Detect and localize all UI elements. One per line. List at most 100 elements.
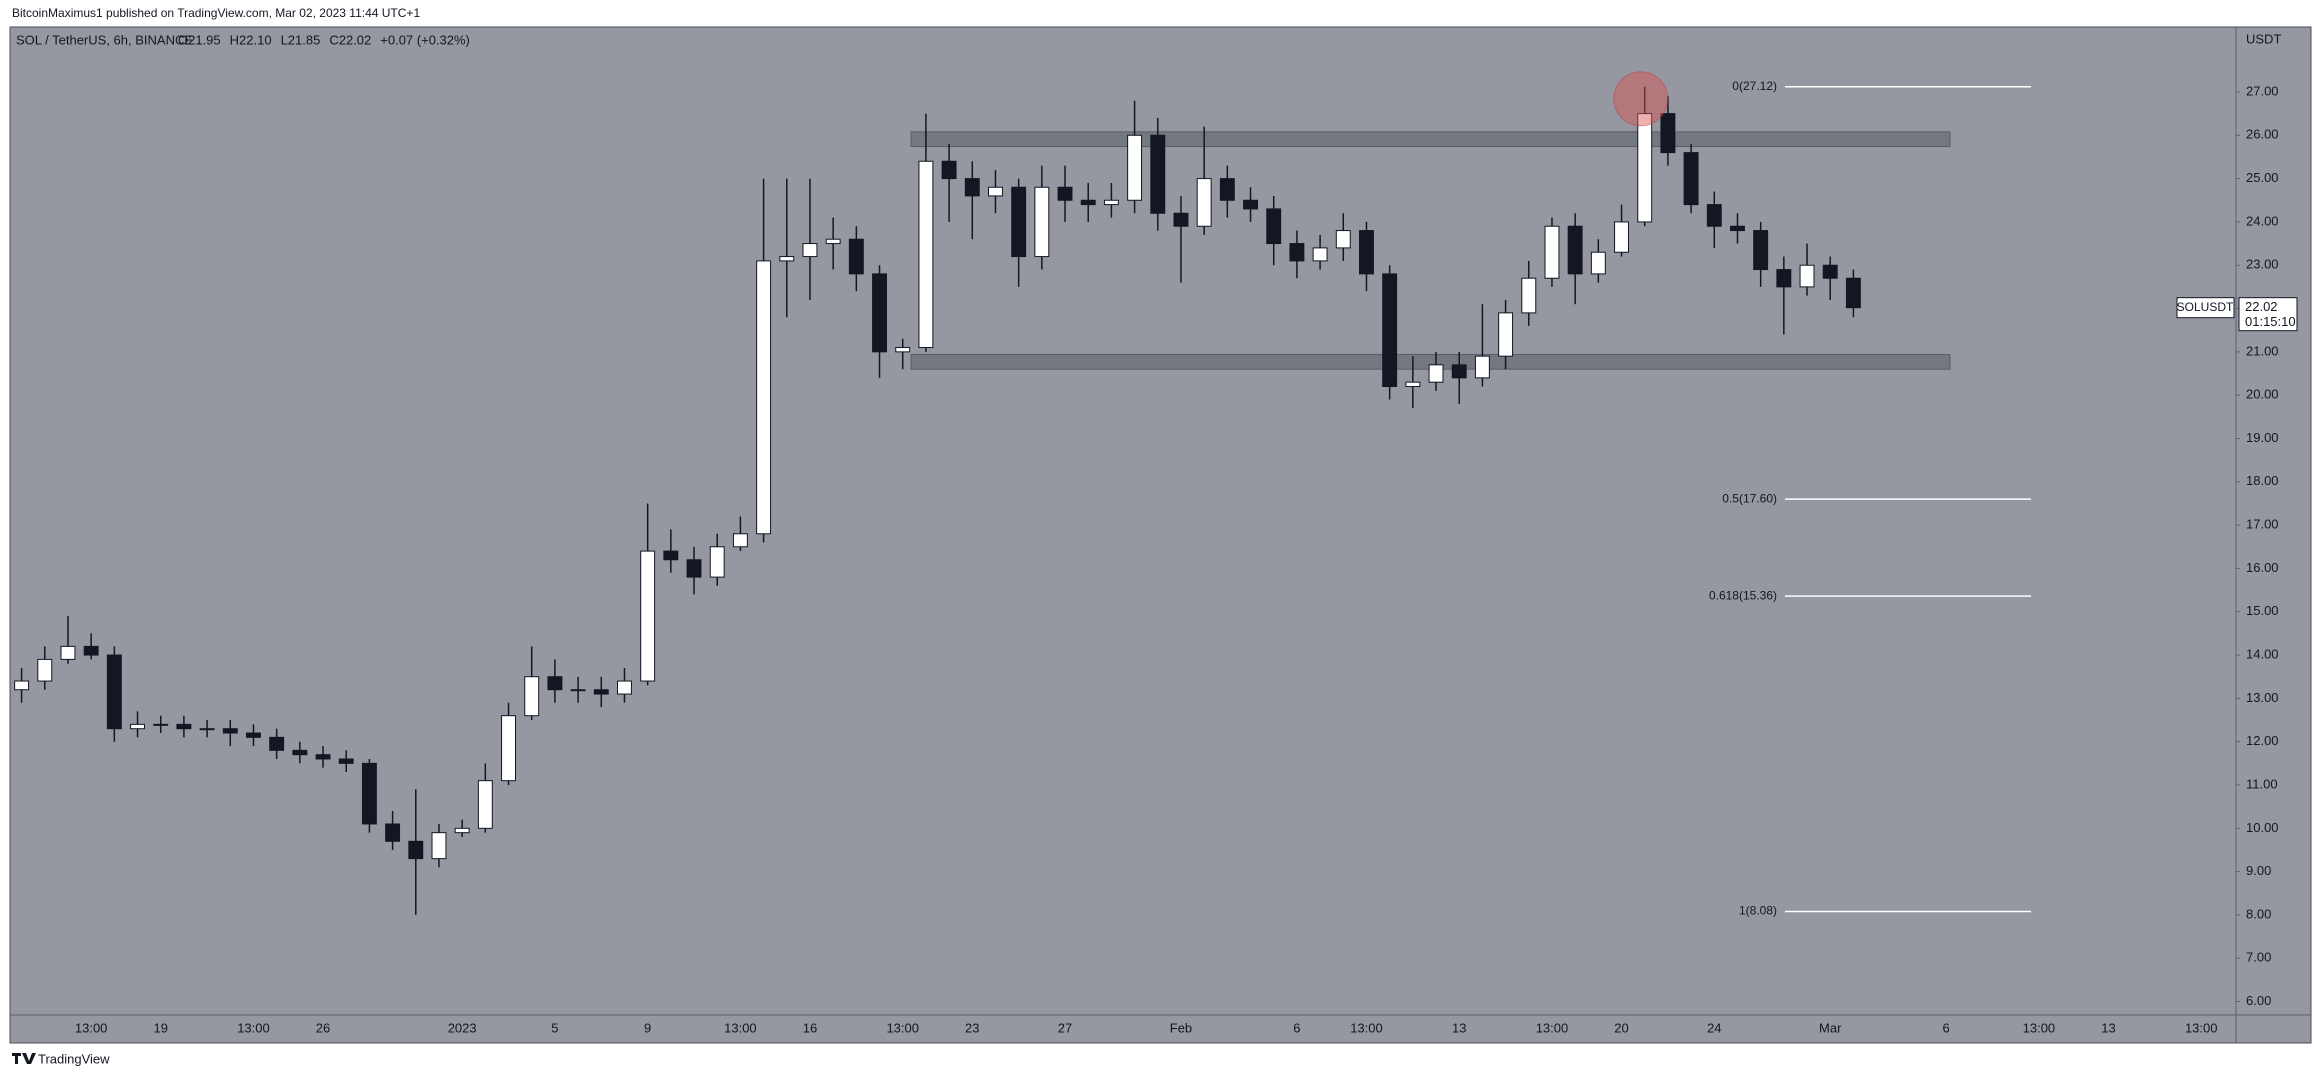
candle-body (640, 550, 656, 682)
ohlc-item: C22.02 (329, 32, 371, 47)
candle-body (756, 260, 772, 535)
candle-body (431, 832, 447, 860)
x-tick-label: 13:00 (75, 1020, 108, 1035)
fib-label: 0.618(15.36) (1709, 588, 1777, 602)
candle-body (176, 723, 192, 730)
candle-body (14, 680, 30, 691)
currency-label: USDT (2246, 31, 2281, 46)
x-tick-label: 19 (153, 1020, 167, 1035)
candle-body (872, 273, 887, 353)
candle-body (1683, 152, 1699, 206)
candle-body (1266, 208, 1282, 245)
candle-body (547, 676, 563, 691)
candle-body (1845, 277, 1861, 309)
x-tick-label: 20 (1614, 1020, 1628, 1035)
last-price-label: 22.02 (2245, 299, 2278, 314)
y-tick-label: 17.00 (2246, 517, 2279, 532)
candle-body (1451, 364, 1467, 379)
candle-body (663, 550, 679, 561)
y-tick-label: 8.00 (2246, 906, 2271, 921)
x-tick-label: 23 (965, 1020, 979, 1035)
y-tick-label: 12.00 (2246, 733, 2279, 748)
candle-body (315, 754, 331, 760)
publish-note: BitcoinMaximus1 published on TradingView… (12, 6, 420, 20)
candle-body (1753, 230, 1769, 271)
x-tick-label: 27 (1058, 1020, 1072, 1035)
candle-body (1359, 230, 1374, 275)
candle-body (1103, 199, 1119, 206)
axes-layer: 6.00 7.00 8.00 9.00 10.00 11.00 12.00 13.00 14.0… (75, 83, 2298, 1035)
candles-layer (14, 71, 1861, 915)
ohlc-item: L21.85 (281, 32, 321, 47)
x-tick-label: Mar (1819, 1020, 1842, 1035)
candle-body (477, 780, 493, 829)
candle-body (918, 160, 934, 349)
candle-body (1706, 204, 1722, 227)
y-tick-label: 15.00 (2246, 603, 2279, 618)
fib-label: 0.5(17.60) (1722, 491, 1777, 505)
candle-body (1799, 264, 1815, 288)
x-tick-label: 13:00 (2023, 1020, 2056, 1035)
y-tick-label: 9.00 (2246, 863, 2271, 878)
candle-body (385, 823, 401, 842)
x-tick-label: 13:00 (237, 1020, 270, 1035)
y-tick-label: 6.00 (2246, 993, 2271, 1008)
candle-body (1127, 134, 1143, 201)
x-tick-label: 9 (644, 1020, 651, 1035)
candle-body (848, 238, 864, 275)
candle-body (1243, 199, 1258, 210)
candle-body (1521, 277, 1537, 314)
y-tick-label: 20.00 (2246, 387, 2279, 402)
x-tick-label: 24 (1707, 1020, 1721, 1035)
candle-body (338, 758, 354, 764)
candle-body (1405, 381, 1421, 388)
candle-body (222, 728, 238, 734)
candle-body (709, 546, 725, 578)
candle-body (570, 689, 586, 692)
y-tick-label: 14.00 (2246, 646, 2279, 661)
countdown-label: 01:15:10 (2245, 314, 2296, 329)
candle-body (1730, 225, 1745, 232)
candle-body (686, 559, 702, 578)
y-tick-label: 24.00 (2246, 213, 2279, 228)
candle-body (1822, 264, 1838, 279)
candle-body (60, 645, 76, 660)
candle-body (1011, 186, 1027, 258)
ohlc-legend: O21.95 H22.10 L21.85 C22.02 +0.07 (+0.32%) (178, 32, 470, 47)
candle-body (1150, 134, 1166, 214)
candle-body (941, 160, 957, 180)
fib-layer: 0(27.12) 0.5(17.60) 0.618(15.36) 1(8.08) (1709, 79, 2031, 918)
candle-body (1382, 273, 1398, 388)
symbol-label: SOLUSDT (2177, 300, 2234, 314)
candle-body (1474, 355, 1490, 379)
y-tick-label: 19.00 (2246, 430, 2279, 445)
candle-body (130, 723, 145, 730)
x-tick-label: 16 (803, 1020, 817, 1035)
y-tick-label: 18.00 (2246, 473, 2279, 488)
y-tick-label: 23.00 (2246, 257, 2279, 272)
candle-body (1173, 212, 1189, 227)
y-tick-label: 21.00 (2246, 343, 2279, 358)
candle-body (501, 715, 516, 782)
ohlc-item: O21.95 (178, 32, 221, 47)
x-tick-label: 26 (316, 1020, 330, 1035)
y-tick-label: 27.00 (2246, 83, 2279, 98)
candle-body (732, 533, 748, 548)
price-zone (910, 131, 1951, 148)
candle-body (361, 762, 377, 825)
candle-body (593, 689, 609, 695)
y-tick-label: 7.00 (2246, 950, 2271, 965)
chart-title: SOL / TetherUS, 6h, BINANCE (16, 32, 193, 47)
fib-label: 0(27.12) (1732, 79, 1777, 93)
symbol-badge (2176, 297, 2235, 319)
candle-body (1057, 186, 1073, 201)
peak-highlight (1613, 71, 1669, 127)
candle-body (779, 256, 795, 262)
logo-text: TradingView (38, 1051, 110, 1066)
x-tick-label: 13:00 (1536, 1020, 1569, 1035)
candle-body (1428, 364, 1444, 383)
candle-body (1289, 243, 1305, 262)
candle-body (83, 645, 99, 656)
